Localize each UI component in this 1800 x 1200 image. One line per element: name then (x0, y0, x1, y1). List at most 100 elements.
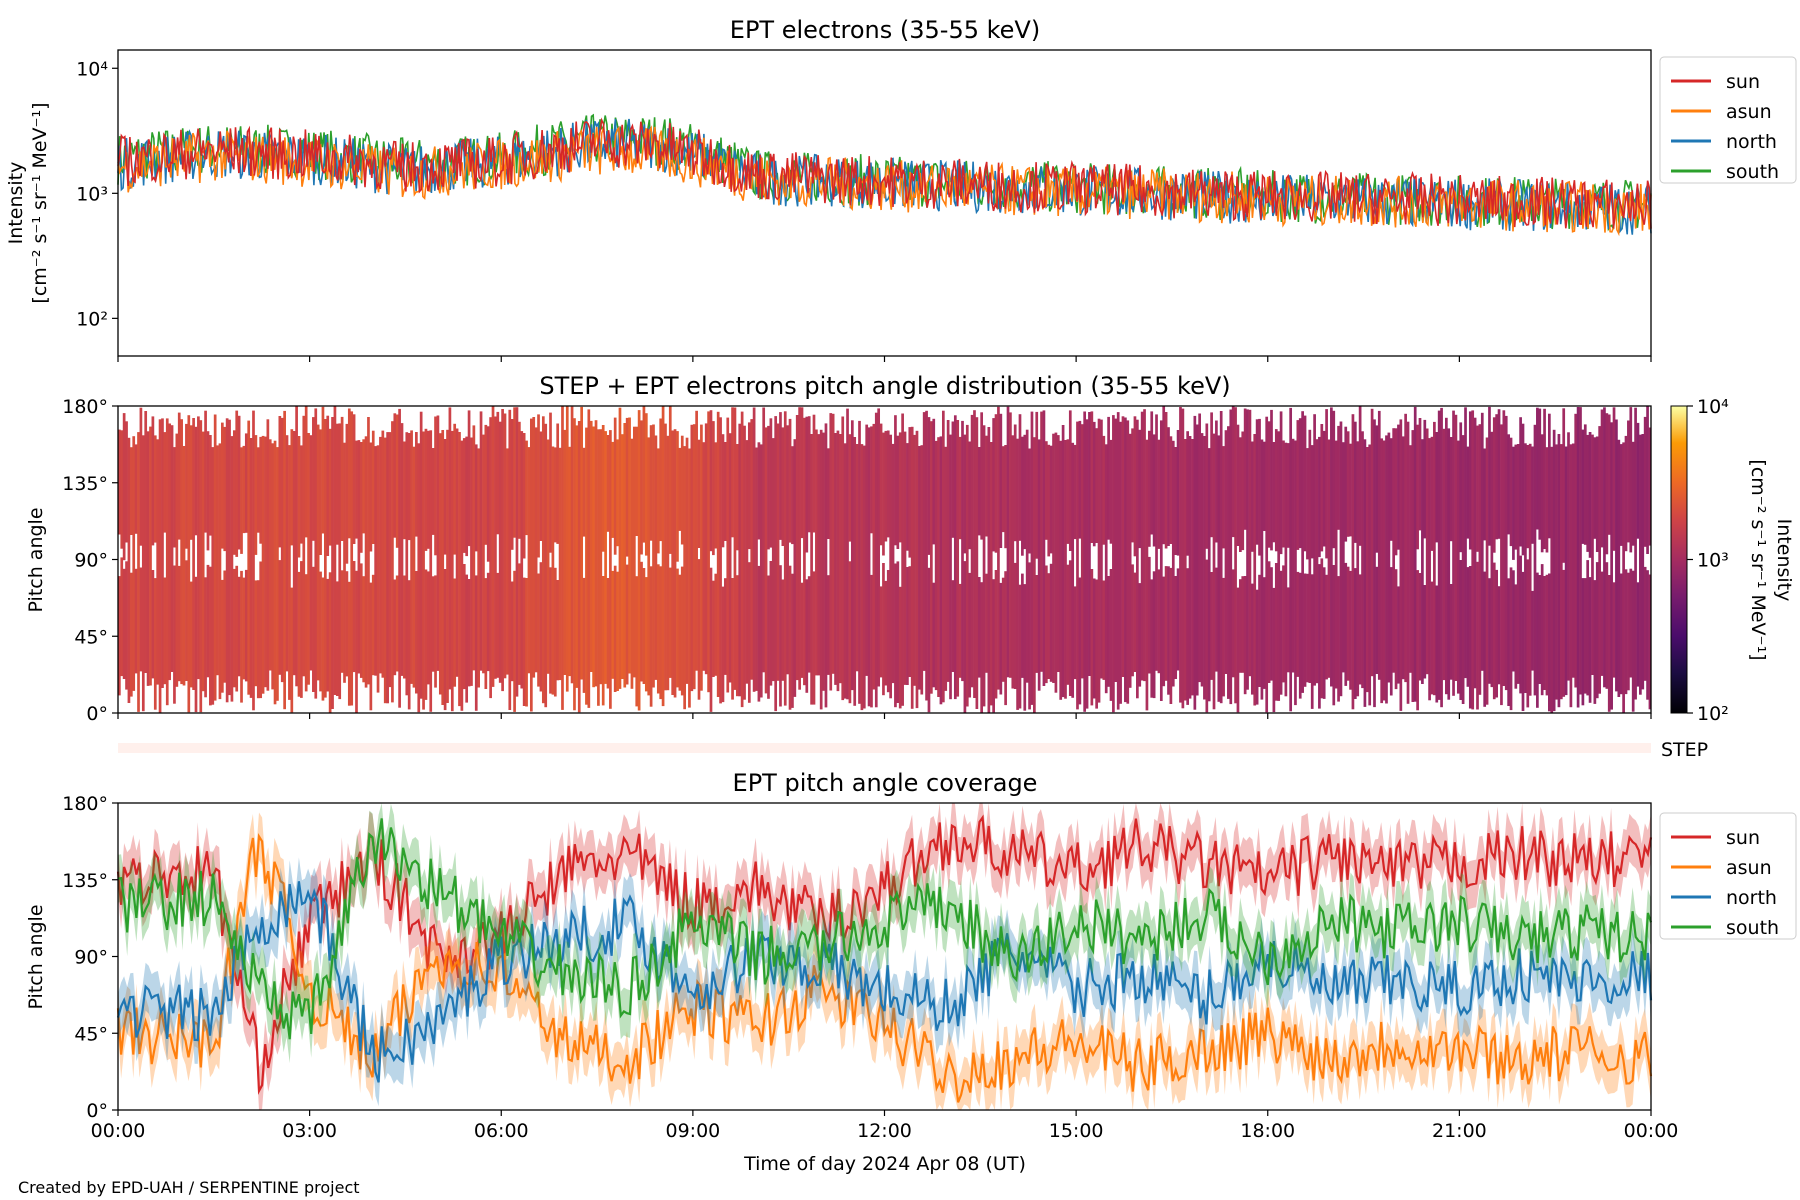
heatmap-cell (185, 560, 188, 681)
heatmap-cell (1552, 429, 1556, 712)
heatmap-cell (1430, 436, 1434, 551)
heatmap-cell (1001, 577, 1005, 682)
heatmap-cell (1258, 418, 1261, 556)
heatmap-cell (1605, 413, 1609, 555)
heatmap-cell (292, 431, 296, 676)
heatmap-cell (886, 570, 890, 693)
heatmap-cell (733, 407, 737, 690)
heatmap-cell (1325, 574, 1328, 680)
heatmap-cell (1449, 437, 1453, 542)
heatmap-cell (429, 430, 433, 712)
heatmap-cell (728, 433, 732, 683)
heatmap-cell (1164, 412, 1168, 549)
heatmap-cell (994, 570, 998, 699)
heatmap-cell (161, 418, 164, 688)
heatmap-cell (338, 423, 342, 700)
heatmap-cell (1456, 440, 1460, 694)
heatmap-cell (436, 415, 440, 671)
heatmap-cell (1468, 411, 1472, 550)
heatmap-cell (1497, 409, 1501, 539)
heatmap-cell (321, 406, 325, 534)
heatmap-cell (1088, 412, 1091, 676)
heatmap-cell (1500, 424, 1503, 706)
heatmap-cell (170, 425, 174, 672)
heatmap-cell (359, 563, 363, 678)
heatmap-cell (264, 436, 267, 688)
heatmap-cell (1483, 571, 1487, 707)
heatmap-cell (709, 567, 713, 712)
heatmap-cell (398, 408, 401, 708)
heatmap-cell (630, 438, 634, 689)
heatmap-cell (908, 566, 912, 677)
heatmap-cell (345, 571, 349, 677)
heatmap-cell (1306, 448, 1309, 560)
heatmap-cell (1392, 428, 1396, 673)
heatmap-cell (927, 417, 931, 555)
panel1-legend-box (1659, 56, 1797, 184)
heatmap-cell (807, 416, 811, 533)
heatmap-cell (1138, 583, 1142, 687)
heatmap-cell (769, 561, 773, 686)
heatmap-cell (371, 430, 375, 544)
heatmap-cell (1198, 413, 1201, 683)
heatmap-cell (388, 432, 392, 688)
heatmap-cell (649, 425, 653, 541)
heatmap-cell (1301, 411, 1304, 693)
heatmap-cell (496, 411, 500, 535)
heatmap-cell (1389, 567, 1393, 696)
heatmap-cell (910, 426, 914, 709)
heatmap-cell (767, 425, 770, 550)
heatmap-cell (1624, 435, 1628, 552)
heatmap-cell (616, 571, 619, 691)
heatmap-cell (465, 574, 469, 703)
heatmap-cell (1274, 429, 1278, 552)
heatmap-cell (141, 435, 145, 712)
heatmap-cell (635, 426, 639, 536)
heatmap-cell (604, 431, 607, 684)
heatmap-cell (858, 420, 861, 704)
heatmap-cell (1600, 571, 1604, 676)
heatmap-cell (129, 572, 133, 697)
heatmap-cell (1047, 444, 1051, 557)
heatmap-cell (697, 439, 701, 548)
heatmap-cell (779, 565, 782, 707)
heatmap-cell (1344, 426, 1348, 542)
heatmap-cell (800, 582, 804, 678)
heatmap-cell (812, 414, 816, 533)
heatmap-cell (1646, 570, 1649, 700)
heatmap-cell (877, 408, 881, 687)
heatmap-cell (937, 437, 940, 697)
heatmap-cell (1174, 576, 1178, 679)
heatmap-cell (232, 430, 236, 555)
heatmap-cell (1595, 436, 1599, 552)
heatmap-cell (1270, 567, 1273, 681)
heatmap-cell (1085, 419, 1089, 709)
heatmap-cell (1631, 441, 1635, 546)
heatmap-cell (1179, 407, 1182, 703)
panel2-ytick-label: 45° (74, 626, 108, 648)
heatmap-cell (1054, 432, 1058, 693)
heatmap-cell (685, 437, 689, 684)
heatmap-cell (1394, 428, 1398, 556)
heatmap-cell (470, 437, 473, 686)
heatmap-cell (1191, 439, 1194, 696)
heatmap-cell (1274, 563, 1278, 701)
heatmap-cell (1521, 571, 1525, 711)
heatmap-cell (1028, 562, 1031, 710)
heatmap-cell (1318, 436, 1321, 558)
heatmap-cell (1536, 407, 1539, 530)
heatmap-cell (843, 443, 847, 699)
heatmap-cell (1418, 418, 1422, 531)
heatmap-cell (932, 582, 936, 688)
heatmap-cell (709, 410, 713, 552)
heatmap-cell (1231, 569, 1235, 678)
heatmap-cell (484, 424, 488, 545)
heatmap-cell (1433, 421, 1436, 696)
panel3-title: EPT pitch angle coverage (733, 769, 1038, 797)
heatmap-cell (652, 424, 655, 688)
heatmap-cell (1497, 586, 1501, 685)
panel3-y-ticks: 0° 45° 90° 135° 180° (62, 793, 118, 1122)
heatmap-cell (1430, 581, 1434, 695)
heatmap-cell (609, 430, 612, 709)
heatmap-cell (963, 561, 967, 713)
